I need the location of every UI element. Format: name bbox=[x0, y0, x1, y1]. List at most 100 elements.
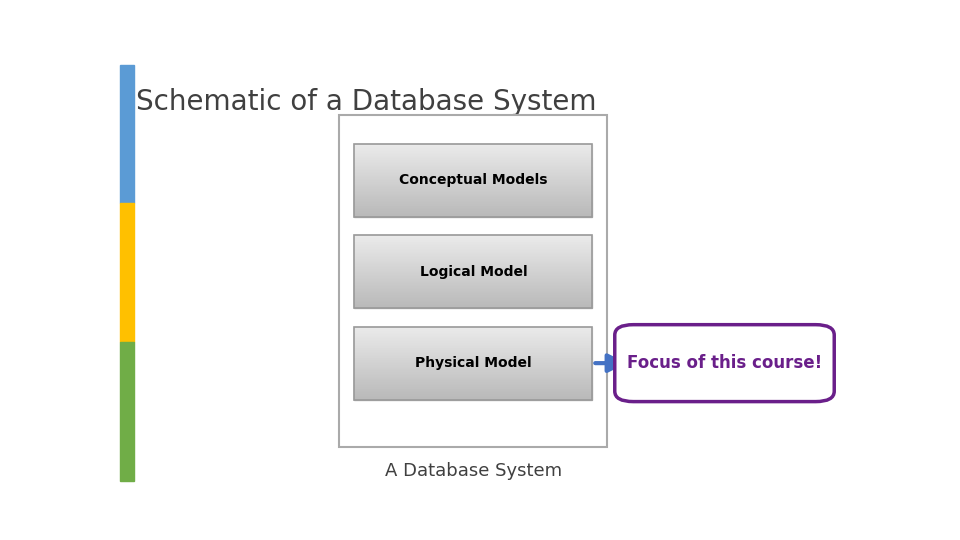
Bar bbox=[354, 330, 592, 332]
Bar bbox=[354, 285, 592, 286]
Bar bbox=[354, 192, 592, 193]
Bar bbox=[354, 343, 592, 344]
Bar bbox=[354, 247, 592, 248]
Bar bbox=[354, 274, 592, 275]
Bar bbox=[354, 264, 592, 265]
Bar bbox=[354, 210, 592, 211]
Bar bbox=[354, 157, 592, 158]
Bar bbox=[354, 159, 592, 160]
Bar bbox=[354, 179, 592, 180]
Bar bbox=[354, 271, 592, 272]
Bar bbox=[354, 186, 592, 187]
Bar bbox=[354, 370, 592, 372]
Bar bbox=[354, 194, 592, 195]
Bar bbox=[354, 259, 592, 260]
Bar bbox=[354, 151, 592, 152]
Bar bbox=[120, 65, 134, 204]
Bar bbox=[354, 346, 592, 347]
Bar bbox=[354, 277, 592, 278]
Bar bbox=[354, 369, 592, 370]
Text: Logical Model: Logical Model bbox=[420, 265, 527, 279]
Bar bbox=[354, 254, 592, 255]
Bar bbox=[354, 288, 592, 289]
Bar bbox=[354, 360, 592, 361]
Bar bbox=[354, 155, 592, 156]
Bar bbox=[354, 389, 592, 390]
Bar bbox=[354, 392, 592, 393]
Bar bbox=[354, 380, 592, 381]
Bar bbox=[354, 168, 592, 169]
Bar bbox=[354, 336, 592, 337]
Bar bbox=[354, 253, 592, 254]
Bar bbox=[354, 362, 592, 363]
Bar bbox=[354, 191, 592, 192]
Bar bbox=[354, 344, 592, 345]
Bar bbox=[354, 383, 592, 384]
Bar bbox=[354, 342, 592, 343]
Bar bbox=[354, 300, 592, 301]
Bar bbox=[354, 364, 592, 365]
Bar bbox=[120, 342, 134, 481]
Bar bbox=[354, 276, 592, 277]
Bar bbox=[354, 338, 592, 339]
Bar bbox=[354, 375, 592, 376]
Bar bbox=[354, 388, 592, 389]
Bar bbox=[354, 279, 592, 280]
Bar bbox=[354, 348, 592, 349]
Bar bbox=[354, 335, 592, 336]
Bar bbox=[354, 239, 592, 240]
Bar bbox=[354, 214, 592, 215]
Bar bbox=[354, 372, 592, 373]
Bar bbox=[354, 206, 592, 207]
Bar bbox=[354, 266, 592, 267]
Bar bbox=[354, 301, 592, 302]
Bar bbox=[354, 242, 592, 244]
Bar bbox=[354, 356, 592, 357]
Bar bbox=[354, 203, 592, 204]
Bar bbox=[354, 144, 592, 145]
Bar bbox=[354, 385, 592, 386]
Bar bbox=[354, 198, 592, 199]
Bar bbox=[354, 345, 592, 346]
Bar bbox=[354, 177, 592, 178]
Bar bbox=[354, 275, 592, 276]
Bar bbox=[354, 365, 592, 366]
Bar bbox=[354, 162, 592, 163]
Bar bbox=[354, 347, 592, 348]
FancyBboxPatch shape bbox=[340, 114, 608, 447]
Bar bbox=[354, 161, 592, 162]
Bar bbox=[354, 337, 592, 338]
Bar bbox=[354, 181, 592, 182]
Bar bbox=[354, 170, 592, 171]
Bar bbox=[354, 289, 592, 290]
Bar bbox=[354, 307, 592, 308]
Bar bbox=[354, 350, 592, 352]
Bar bbox=[354, 244, 592, 245]
Bar bbox=[354, 379, 592, 380]
Bar bbox=[354, 171, 592, 172]
Bar bbox=[354, 396, 592, 397]
Bar bbox=[354, 236, 592, 237]
Bar bbox=[354, 284, 592, 285]
Bar bbox=[354, 207, 592, 208]
Bar bbox=[354, 386, 592, 387]
Bar bbox=[354, 164, 592, 165]
Bar bbox=[354, 252, 592, 253]
Bar bbox=[354, 250, 592, 251]
Bar bbox=[354, 145, 592, 146]
Bar bbox=[354, 204, 592, 205]
Bar bbox=[354, 201, 592, 202]
Bar bbox=[354, 195, 592, 197]
Text: Physical Model: Physical Model bbox=[415, 356, 532, 370]
Bar bbox=[354, 172, 592, 173]
Bar bbox=[354, 258, 592, 259]
Bar bbox=[354, 182, 592, 183]
Text: Schematic of a Database System: Schematic of a Database System bbox=[136, 87, 597, 116]
Bar bbox=[354, 273, 592, 274]
Bar bbox=[354, 359, 592, 360]
Bar bbox=[354, 255, 592, 256]
Bar bbox=[354, 298, 592, 299]
Bar bbox=[354, 394, 592, 395]
Bar bbox=[354, 197, 592, 198]
Bar bbox=[354, 149, 592, 150]
